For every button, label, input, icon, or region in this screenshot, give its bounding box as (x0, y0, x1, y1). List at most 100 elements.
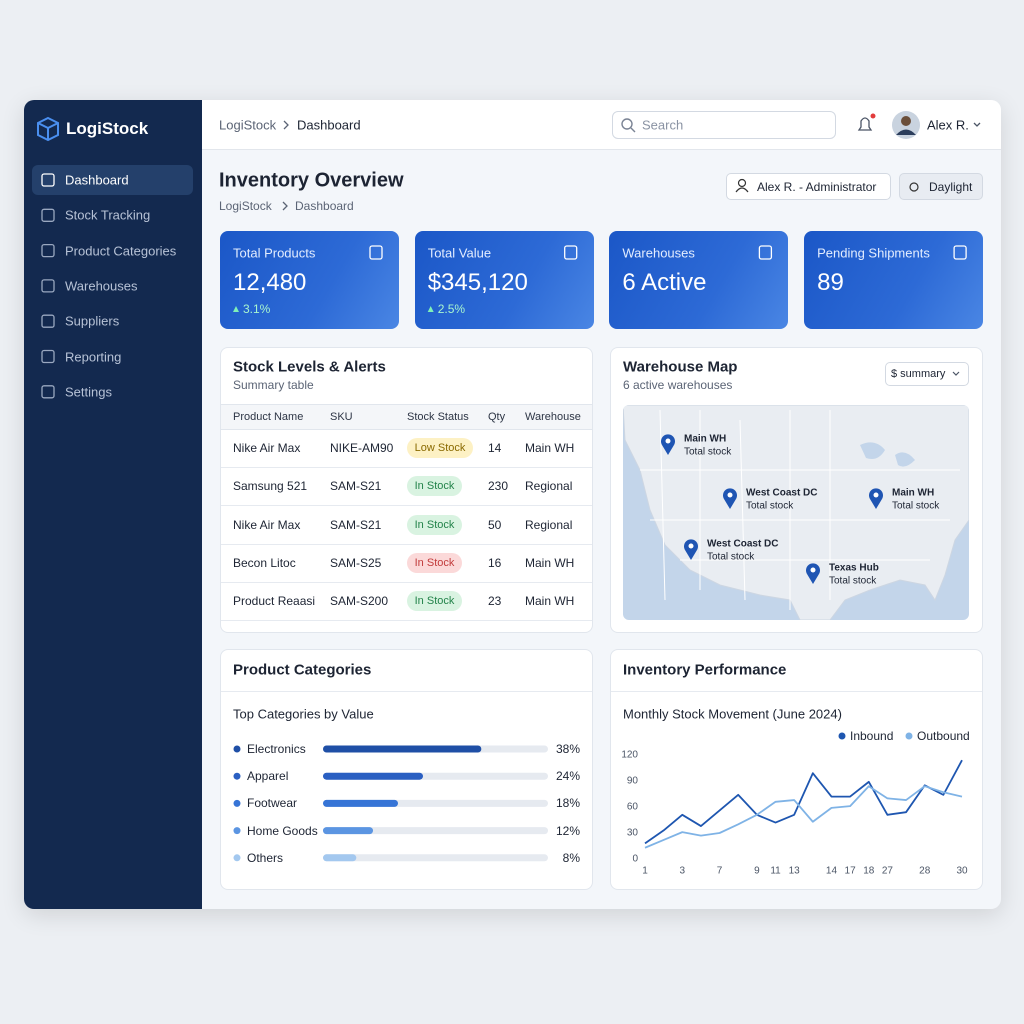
x-tick-label: 14 (825, 865, 838, 877)
legend-dot (838, 732, 846, 740)
status-label: Low Stock (414, 442, 466, 454)
y-tick-label: 90 (626, 775, 638, 787)
legend-dot (905, 732, 913, 740)
table-cell: Main WH (525, 555, 575, 570)
column-header: SKU (330, 411, 353, 423)
breadcrumb[interactable]: LogiStock (219, 117, 277, 133)
nav-icon (41, 279, 55, 293)
role-button[interactable] (726, 173, 891, 200)
nav-item[interactable]: Settings (65, 384, 112, 400)
map-pin (723, 488, 737, 509)
role-label: Alex R. - Administrator (757, 180, 877, 194)
search-placeholder: Search (642, 117, 684, 133)
card-subtitle: 6 active warehouses (623, 378, 733, 392)
pin-detail: Total stock (829, 575, 877, 587)
map-pin (806, 563, 821, 584)
x-tick-label: 7 (716, 865, 723, 877)
row-divider (221, 467, 592, 468)
table-cell: Samsung 521 (233, 479, 308, 494)
table-cell: 230 (488, 479, 509, 494)
nav-icon (41, 243, 55, 258)
status-label: In Stock (414, 595, 455, 608)
bar (323, 799, 398, 807)
chevron-icon (282, 201, 288, 211)
x-tick-label: 18 (863, 865, 875, 877)
value-label: 12% (555, 823, 580, 838)
summary-button[interactable] (885, 362, 969, 386)
pin-detail: Total stock (707, 551, 755, 563)
theme-label: Daylight (929, 180, 973, 194)
pin-name: Main WH (892, 487, 935, 499)
map-land (623, 405, 969, 620)
status-pill (407, 591, 462, 612)
status-label: In Stock (414, 556, 455, 569)
categories-card (220, 649, 593, 890)
map-pin (684, 539, 699, 560)
x-tick-label: 9 (754, 865, 760, 877)
legend-label: Inbound (850, 729, 894, 743)
table-header-bg (221, 404, 592, 430)
pin-detail: Total stock (684, 446, 732, 458)
bell-icon (857, 117, 873, 131)
table-cell: SAM-S21 (330, 517, 382, 532)
card-title: Inventory Performance (623, 661, 787, 679)
nav-icon (41, 173, 55, 187)
dropdown-icon (952, 371, 960, 376)
value-label: 18% (555, 796, 580, 811)
nav-item[interactable]: Warehouses (65, 278, 138, 294)
category-label: Footwear (247, 796, 298, 811)
brand: LogiStock (66, 119, 149, 138)
table-cell: 14 (488, 441, 502, 455)
kpi-label: Warehouses (622, 245, 695, 261)
nav-item[interactable]: Dashboard (65, 172, 129, 188)
line-series (644, 785, 963, 849)
legend-label: Outbound (917, 729, 970, 743)
kpi-card (804, 231, 984, 329)
map-pin-dot (688, 543, 694, 549)
theme-button[interactable] (899, 173, 983, 200)
x-tick-label: 30 (956, 865, 968, 877)
status-pill (407, 438, 473, 458)
table-cell: Regional (525, 517, 573, 532)
kpi-label: Total Products (233, 245, 316, 261)
card-divider (611, 691, 982, 692)
table-cell: Nike Air Max (233, 441, 301, 455)
x-tick-label: 27 (881, 865, 893, 877)
column-header: Warehouse (525, 411, 581, 423)
bar (323, 827, 373, 835)
map-pin-dot (665, 438, 671, 444)
kpi-value: $345,120 (427, 269, 528, 296)
x-tick-label: 11 (770, 865, 781, 877)
page-title: Inventory Overview (219, 169, 404, 192)
nav-icon (41, 314, 55, 328)
table-cell: Main WH (525, 594, 575, 609)
legend-dot (233, 854, 241, 862)
avatar-head (901, 116, 911, 126)
map-pin-dot (810, 567, 816, 573)
category-label: Electronics (247, 742, 306, 756)
nav-item[interactable]: Stock Tracking (65, 207, 151, 223)
row-divider (221, 543, 592, 545)
kpi-change: 3.1% (243, 302, 271, 316)
table-cell: 23 (488, 594, 502, 609)
search-box[interactable] (612, 111, 836, 139)
summary-label: $ summary (891, 368, 946, 380)
map-pin (869, 488, 883, 509)
user-name[interactable]: Alex R. (927, 117, 969, 133)
column-header: Qty (488, 411, 506, 423)
table-cell: Product Reaasi (233, 594, 316, 609)
nav-item[interactable]: Reporting (65, 349, 122, 364)
chevron-icon (283, 120, 289, 130)
pin-name: Main WH (684, 433, 727, 445)
y-tick-label: 120 (621, 749, 638, 761)
nav-item[interactable]: Suppliers (65, 313, 120, 329)
category-label: Home Goods (247, 823, 318, 838)
kpi-card (414, 231, 594, 329)
nav-item[interactable]: Product Categories (65, 243, 177, 259)
x-tick-label: 28 (919, 865, 931, 877)
x-tick-label: 3 (679, 865, 686, 877)
table-cell: Main WH (525, 441, 575, 455)
pin-detail: Total stock (892, 500, 940, 512)
table-cell: Becon Litoc (233, 555, 296, 570)
table-cell: SAM-S200 (330, 594, 389, 609)
